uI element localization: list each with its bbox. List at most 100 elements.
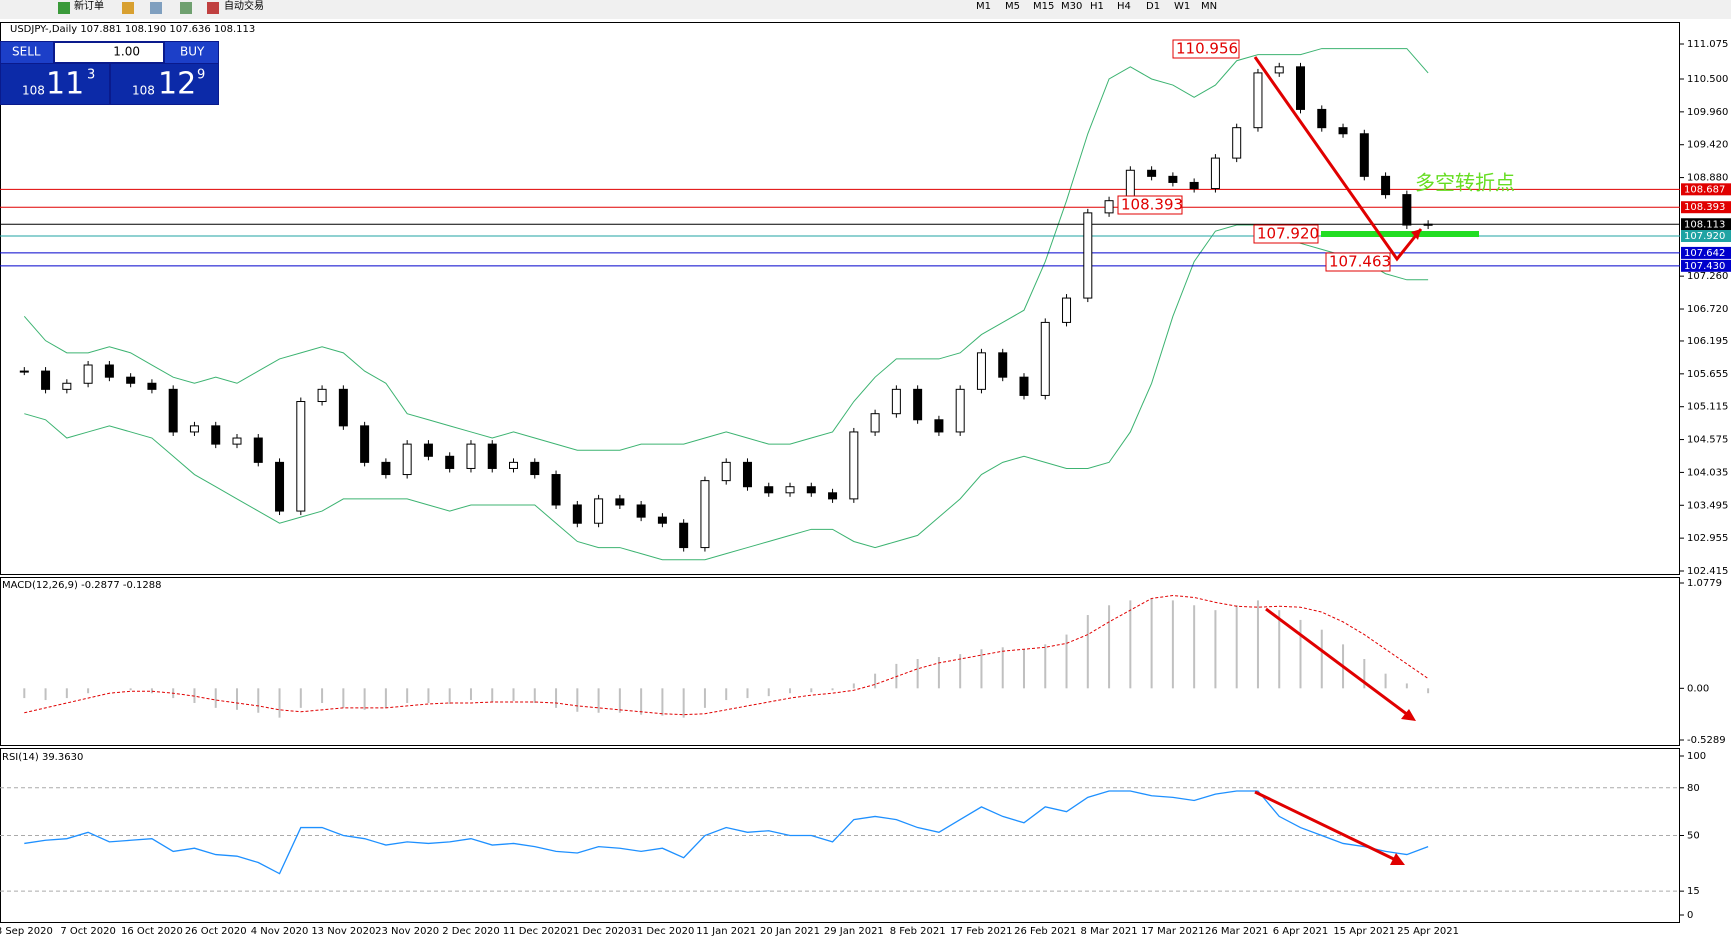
x-tick-label: 8 Sep 2020 <box>0 926 53 937</box>
candle <box>572 504 582 524</box>
buy-button[interactable] <box>165 42 218 63</box>
macd-bar <box>1278 610 1281 689</box>
macd-bar <box>1001 647 1004 689</box>
new-order[interactable]: 新订单 <box>74 0 104 12</box>
bid-box[interactable] <box>1 64 109 104</box>
macd-bar <box>640 688 643 715</box>
timeframe[interactable]: W1 <box>1174 1 1190 12</box>
candle <box>764 486 774 494</box>
annotation: 107.463 <box>1329 253 1391 271</box>
candle <box>1423 223 1433 226</box>
macd-bar <box>937 657 940 689</box>
ask-prefix: 108 <box>132 84 155 98</box>
candle <box>1168 175 1178 183</box>
y-tick-label: 0 <box>1687 910 1693 921</box>
macd-bar <box>384 688 387 708</box>
timeframe[interactable]: M15 <box>1033 1 1054 12</box>
trend-arrow <box>1253 56 1423 262</box>
timeframe[interactable]: M5 <box>1005 1 1020 12</box>
ask-box[interactable] <box>111 64 218 104</box>
macd-bar <box>1320 629 1323 689</box>
y-tick-label: 111.075 <box>1687 39 1728 50</box>
candle <box>594 498 604 524</box>
icon[interactable] <box>150 2 162 14</box>
sell[interactable]: SELL <box>12 45 41 59</box>
timeframe[interactable]: H4 <box>1117 1 1131 12</box>
candle <box>870 413 880 433</box>
icon[interactable] <box>207 2 219 14</box>
candle <box>1189 181 1199 190</box>
candle <box>189 425 199 433</box>
bid-prefix: 108 <box>22 84 45 98</box>
icon[interactable] <box>58 2 70 14</box>
macd-bar <box>810 688 813 693</box>
annotation-box <box>1325 252 1391 272</box>
icon[interactable] <box>122 2 134 14</box>
candle <box>530 461 540 476</box>
candle <box>338 388 348 427</box>
lots[interactable]: 1.00 <box>113 45 140 59</box>
timeframe[interactable]: MN <box>1201 1 1217 12</box>
level-label: 107.920 <box>1684 231 1725 242</box>
ask-small: 9 <box>197 68 205 83</box>
timeframe[interactable]: M30 <box>1061 1 1082 12</box>
candle <box>466 443 476 469</box>
timeframe[interactable]: D1 <box>1146 1 1160 12</box>
auto-trade[interactable]: 自动交易 <box>224 0 264 12</box>
macd-bar <box>491 688 494 703</box>
candle <box>360 425 370 463</box>
y-tick-label: 1.0779 <box>1687 578 1722 589</box>
sell-button[interactable] <box>1 42 53 63</box>
macd-bar <box>1086 615 1089 689</box>
macd-bar <box>916 659 919 689</box>
macd-panel <box>0 577 1680 746</box>
macd-bar <box>150 688 153 694</box>
trend-arrow <box>1265 607 1413 720</box>
x-tick-label: 4 Nov 2020 <box>251 926 309 937</box>
macd-bar <box>1129 600 1132 689</box>
macd-bar <box>725 688 728 701</box>
macd-bar <box>555 688 558 708</box>
timeframe[interactable]: H1 <box>1090 1 1104 12</box>
candle <box>1359 133 1369 177</box>
timeframe[interactable]: M1 <box>976 1 991 12</box>
toolbar <box>0 0 1731 19</box>
x-tick-label: 26 Feb 2021 <box>1014 926 1076 937</box>
y-tick-label: 15 <box>1687 886 1700 897</box>
lots-field[interactable] <box>55 43 163 62</box>
candle <box>253 437 263 463</box>
level-tag <box>1681 229 1731 242</box>
candle <box>317 388 327 403</box>
candle <box>955 388 965 433</box>
y-tick-label: 0.00 <box>1687 683 1709 694</box>
x-tick-label: 31 Dec 2020 <box>630 926 694 937</box>
icon[interactable] <box>180 2 192 14</box>
y-tick-label: 107.260 <box>1687 271 1728 282</box>
macd-bar <box>23 688 26 699</box>
annotation: 110.956 <box>1176 40 1238 58</box>
candle <box>1040 321 1050 396</box>
macd-bar <box>980 649 983 689</box>
x-tick-label: 13 Nov 2020 <box>311 926 375 937</box>
level-label: 107.642 <box>1684 248 1725 259</box>
candle <box>700 480 710 549</box>
macd-bar <box>448 688 451 704</box>
macd-bar <box>512 688 515 702</box>
buy[interactable]: BUY <box>180 45 205 59</box>
macd-bar <box>321 688 324 703</box>
candle <box>211 425 221 445</box>
candle <box>1381 175 1391 196</box>
macd-bar <box>1427 688 1430 694</box>
macd-bar <box>1171 600 1174 689</box>
macd-title: MACD(12,26,9) -0.2877 -0.1288 <box>2 580 162 591</box>
x-tick-label: 17 Mar 2021 <box>1141 926 1204 937</box>
macd-bar <box>746 688 749 699</box>
macd-bar <box>576 688 579 712</box>
macd-bar <box>874 673 877 689</box>
macd-bar <box>278 688 281 718</box>
candle <box>1062 297 1072 323</box>
annotations: 110.956 108.393 107.920 107.463 多空转折点 <box>1117 39 1515 865</box>
arrow-head <box>1401 709 1416 721</box>
candle <box>636 504 646 518</box>
